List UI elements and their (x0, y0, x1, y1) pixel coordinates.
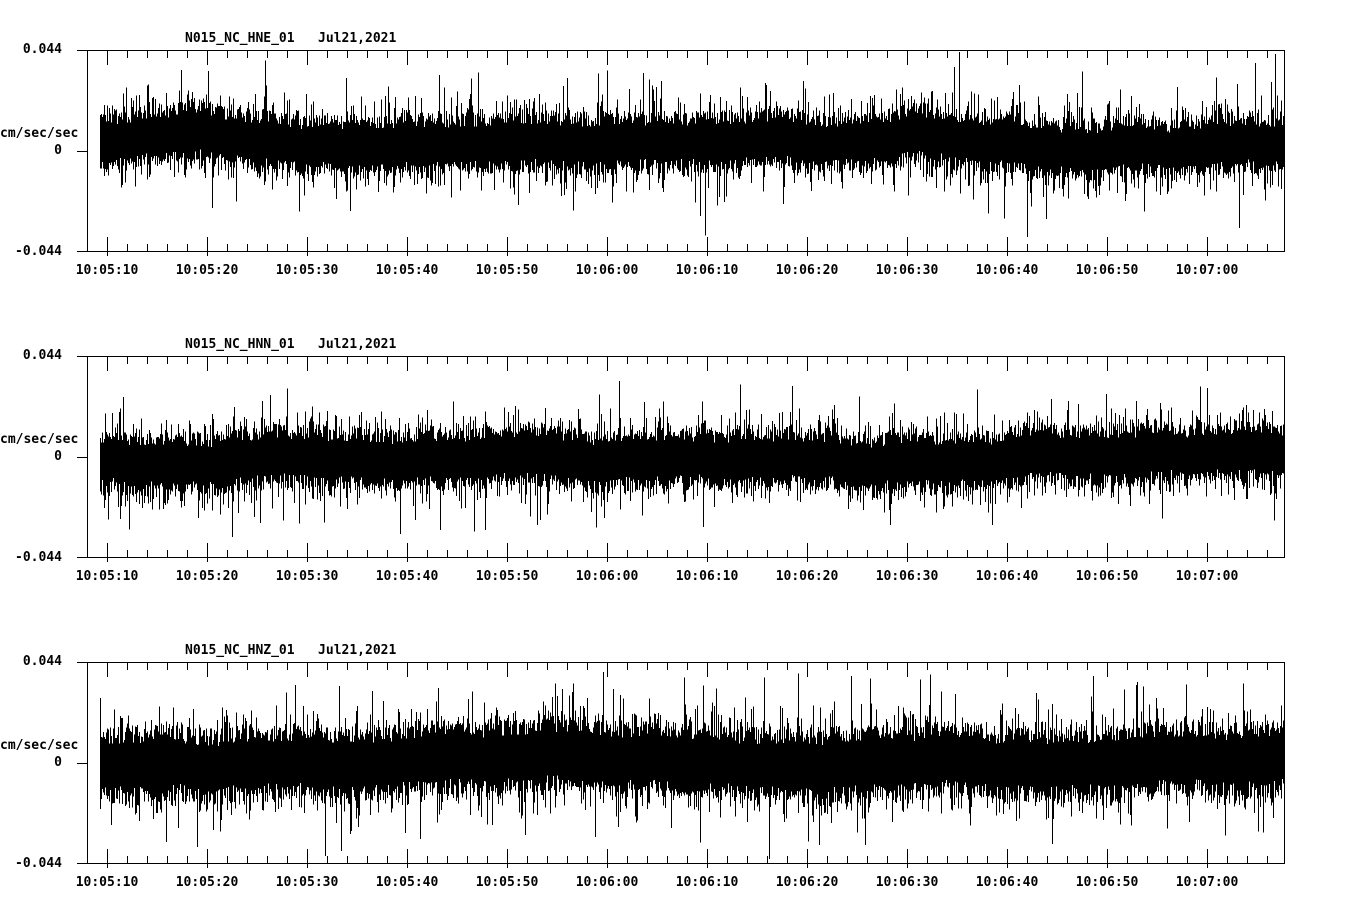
x-axis-tick-label: 10:05:50 (475, 263, 539, 278)
x-axis-tick-label: 10:06:10 (675, 263, 739, 278)
x-axis-tick-label: 10:05:40 (375, 875, 439, 890)
y-axis-zero-label: 0 (54, 755, 62, 770)
x-axis-tick-label: 10:07:00 (1175, 569, 1239, 584)
x-axis-tick-label: 10:05:30 (275, 263, 339, 278)
x-axis-tick-label: 10:06:00 (575, 569, 639, 584)
y-axis-units-label: cm/sec/sec (0, 738, 79, 753)
y-axis-min-label: -0.044 (15, 856, 62, 871)
x-axis-tick-label: 10:05:30 (275, 569, 339, 584)
x-axis-tick-label: 10:07:00 (1175, 263, 1239, 278)
waveform-trace (100, 381, 1285, 538)
seismogram-panel: N015_NC_HNE_01 Jul21,2021 0.044 cm/sec/s… (0, 0, 1358, 306)
x-axis-tick-label: 10:05:40 (375, 569, 439, 584)
seismogram-panel: N015_NC_HNN_01 Jul21,2021 0.044 cm/sec/s… (0, 306, 1358, 612)
y-axis-min-label: -0.044 (15, 244, 62, 259)
y-axis-max-label: 0.044 (22, 348, 62, 363)
x-axis-tick-label: 10:05:50 (475, 569, 539, 584)
x-axis-tick-label: 10:05:20 (175, 569, 239, 584)
x-axis-tick-label: 10:06:50 (1075, 263, 1139, 278)
x-axis-tick-label: 10:06:40 (975, 263, 1039, 278)
axis-ticks (107, 51, 1268, 256)
x-axis-tick-label: 10:06:00 (575, 263, 639, 278)
waveform-plot (77, 356, 1285, 562)
x-axis-tick-label: 10:06:10 (675, 875, 739, 890)
waveform-trace (100, 672, 1285, 859)
y-axis-ticks (77, 50, 87, 252)
x-axis-tick-label: 10:05:20 (175, 875, 239, 890)
y-axis-zero-label: 0 (54, 449, 62, 464)
waveform-plot (77, 50, 1285, 256)
x-axis-tick-label: 10:05:40 (375, 263, 439, 278)
y-axis-max-label: 0.044 (22, 654, 62, 669)
x-axis-tick-label: 10:05:30 (275, 875, 339, 890)
x-axis-tick-label: 10:06:40 (975, 875, 1039, 890)
trace-title: N015_NC_HNE_01 Jul21,2021 (185, 31, 397, 46)
x-axis-tick-label: 10:06:30 (875, 875, 939, 890)
y-axis-ticks (77, 662, 87, 864)
trace-title: N015_NC_HNZ_01 Jul21,2021 (185, 643, 397, 658)
x-axis-tick-label: 10:05:20 (175, 263, 239, 278)
waveform-trace (100, 52, 1285, 237)
x-axis-tick-label: 10:06:40 (975, 569, 1039, 584)
y-axis-min-label: -0.044 (15, 550, 62, 565)
y-axis-units-label: cm/sec/sec (0, 432, 79, 447)
axis-ticks (107, 357, 1268, 562)
x-axis-tick-label: 10:05:50 (475, 875, 539, 890)
x-axis-tick-label: 10:06:20 (775, 263, 839, 278)
x-axis-tick-label: 10:06:50 (1075, 875, 1139, 890)
axis-ticks (107, 663, 1268, 868)
x-axis-tick-label: 10:06:10 (675, 569, 739, 584)
trace-title: N015_NC_HNN_01 Jul21,2021 (185, 337, 397, 352)
x-axis-tick-label: 10:06:20 (775, 569, 839, 584)
waveform-plot (77, 662, 1285, 868)
x-axis-tick-label: 10:06:30 (875, 569, 939, 584)
x-axis-tick-label: 10:05:10 (75, 875, 139, 890)
x-axis-tick-label: 10:07:00 (1175, 875, 1239, 890)
y-axis-zero-label: 0 (54, 143, 62, 158)
x-axis-tick-label: 10:06:50 (1075, 569, 1139, 584)
y-axis-max-label: 0.044 (22, 42, 62, 57)
x-axis-tick-label: 10:06:00 (575, 875, 639, 890)
x-axis-tick-label: 10:06:30 (875, 263, 939, 278)
seismogram-panel: N015_NC_HNZ_01 Jul21,2021 0.044 cm/sec/s… (0, 612, 1358, 918)
x-axis-tick-label: 10:05:10 (75, 263, 139, 278)
x-axis-tick-label: 10:05:10 (75, 569, 139, 584)
x-axis-tick-label: 10:06:20 (775, 875, 839, 890)
y-axis-units-label: cm/sec/sec (0, 126, 79, 141)
y-axis-ticks (77, 356, 87, 558)
